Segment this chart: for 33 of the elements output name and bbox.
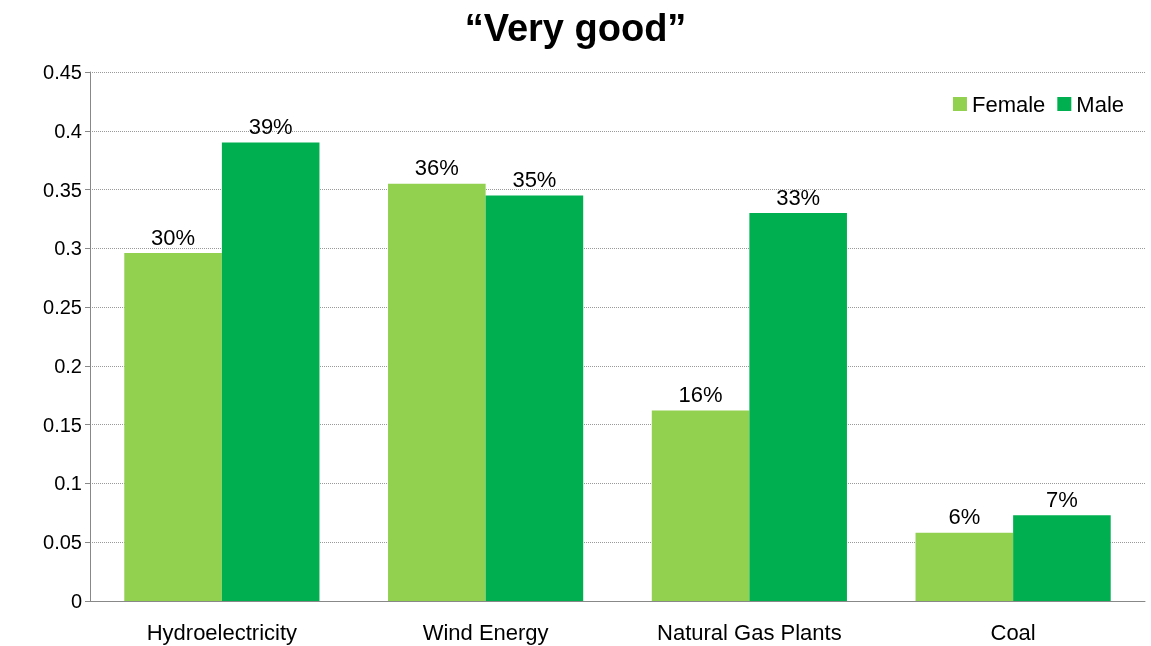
bar [124,253,222,601]
bar [1013,515,1111,601]
legend-label: Male [1076,91,1124,117]
data-label: 16% [678,382,723,408]
data-label: 39% [248,114,293,140]
legend-label: Female [971,91,1046,117]
y-tick-label: 0.05 [43,531,82,554]
chart-title: “Very good” [464,7,687,49]
y-tick-label: 0.2 [54,354,82,377]
y-tick-label: 0.1 [54,472,82,495]
y-tick-label: 0.45 [43,61,82,83]
x-tick-label: Hydroelectricity [146,619,298,645]
y-tick-label: 0.3 [54,237,82,260]
data-label: 33% [776,184,821,210]
x-tick-label: Coal [990,619,1036,645]
bar [221,142,320,601]
data-label: 35% [512,166,557,192]
bar [485,195,584,601]
bar [749,213,847,601]
bar [651,410,750,601]
data-label: 36% [414,155,459,181]
y-tick-label: 0.15 [43,413,82,436]
y-tick-label: 0.25 [43,296,82,319]
y-tick-label: 0.4 [54,119,82,142]
x-tick-label: Natural Gas Plants [657,619,842,645]
y-tick-label: 0 [70,590,82,612]
y-tick-label: 0.35 [43,178,82,201]
data-label: 30% [151,224,196,250]
x-tick-label: Wind Energy [422,619,549,645]
data-label: 7% [1046,486,1078,512]
data-label: 6% [948,504,981,530]
bar [915,532,1014,601]
bar [388,183,486,601]
